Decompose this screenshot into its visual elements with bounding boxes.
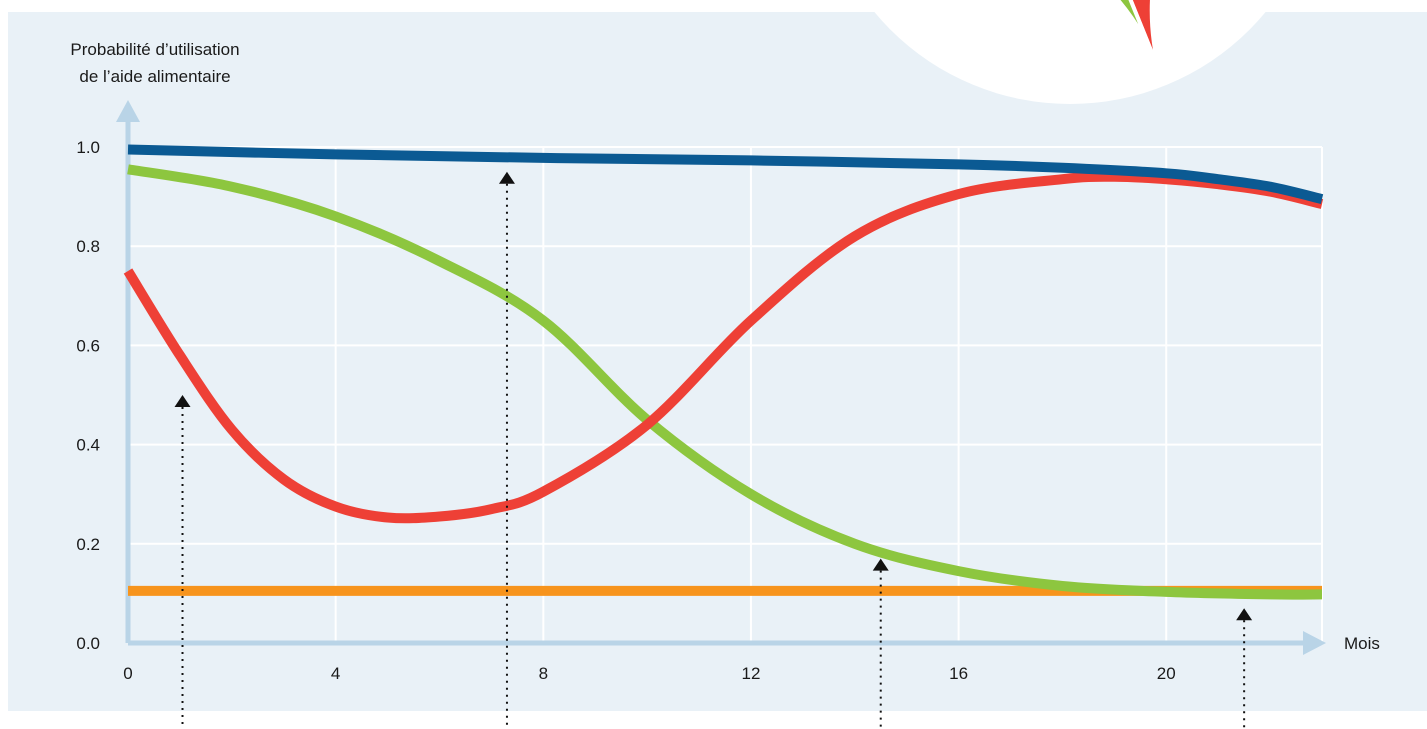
y-axis-arrow: [116, 100, 140, 122]
y-tick-label: 0.0: [76, 634, 100, 653]
series-line-blue: [127, 144, 1324, 204]
y-axis-title-line-2: de l’aide alimentaire: [79, 67, 230, 86]
y-tick-label: 0.8: [76, 237, 100, 256]
donut-label-red: 10,6: [1152, 7, 1191, 29]
donut-chart: 24,9 10,6: [865, 0, 1275, 104]
y-tick-label: 0.2: [76, 535, 100, 554]
x-tick-label: 16: [949, 664, 968, 683]
x-tick-label: 0: [123, 664, 132, 683]
y-tick-label: 0.6: [76, 336, 100, 355]
series-lines: [123, 144, 1324, 600]
marker-arrowhead: [872, 558, 889, 571]
marker-arrowhead: [174, 395, 191, 407]
donut-backdrop: [865, 0, 1275, 104]
x-tick-label: 20: [1157, 664, 1176, 683]
y-axis-title-line-1: Probabilité d’utilisation: [70, 40, 239, 59]
series-line-green: [127, 164, 1323, 600]
y-tick-label: 1.0: [76, 138, 100, 157]
marker-arrowhead: [498, 171, 515, 184]
grid-lines: [128, 146, 1323, 643]
x-tick-label: 4: [331, 664, 340, 683]
dotted-markers: [174, 171, 1253, 729]
x-tick-label: 8: [539, 664, 548, 683]
series-line-red: [123, 171, 1324, 524]
y-tick-label: 0.4: [76, 436, 100, 455]
x-axis-title: Mois: [1344, 634, 1380, 653]
axes: 0 4 8 12 16 20 0.0 0.2 0.4 0.6 0.8 1.0: [76, 100, 1326, 683]
marker-arrowhead: [1236, 608, 1253, 621]
donut-label-green: 24,9: [1038, 37, 1077, 59]
x-axis-arrow: [1303, 631, 1326, 655]
x-tick-label: 12: [741, 664, 760, 683]
